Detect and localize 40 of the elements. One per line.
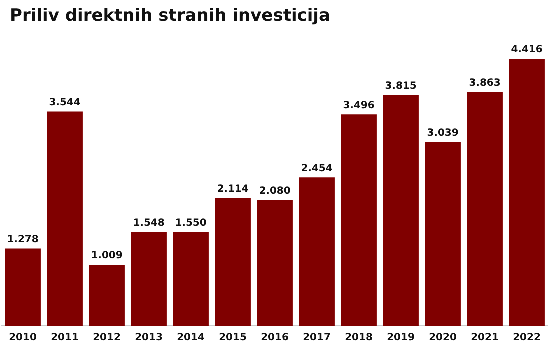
- data-label: 1.009: [91, 250, 123, 262]
- bar: [341, 114, 377, 326]
- bar: [173, 232, 209, 326]
- bar: [47, 112, 83, 326]
- bar: [299, 178, 335, 326]
- data-label: 2.080: [259, 186, 291, 197]
- data-label: 4.416: [511, 44, 543, 56]
- data-label: 3.815: [385, 81, 417, 92]
- data-label: 3.863: [469, 78, 501, 90]
- bar: [467, 92, 503, 326]
- x-tick-label: 2016: [261, 332, 289, 344]
- bar: [5, 248, 41, 326]
- x-tick-label: 2012: [93, 332, 121, 344]
- x-tick-label: 2021: [471, 332, 499, 344]
- data-label: 3.039: [427, 128, 459, 139]
- bar: [383, 95, 419, 326]
- data-label: 2.114: [217, 184, 249, 195]
- bar: [257, 200, 293, 326]
- data-label: 1.278: [7, 234, 39, 246]
- bar: [509, 59, 545, 326]
- x-tick-label: 2010: [9, 332, 37, 344]
- x-tick-label: 2020: [429, 332, 457, 344]
- x-tick-label: 2022: [513, 332, 541, 344]
- chart-title: Priliv direktnih stranih investicija: [10, 6, 330, 26]
- bar: [215, 198, 251, 326]
- x-tick-label: 2018: [345, 332, 373, 344]
- x-tick-label: 2015: [219, 332, 247, 344]
- data-label: 3.496: [343, 100, 375, 112]
- bar: [131, 232, 167, 326]
- x-tick-label: 2019: [387, 332, 415, 344]
- data-label: 1.550: [175, 218, 207, 229]
- x-tick-label: 2013: [135, 332, 163, 344]
- x-tick-label: 2017: [303, 332, 331, 344]
- data-label: 1.548: [133, 218, 165, 230]
- data-label: 3.544: [49, 97, 81, 108]
- data-label: 2.454: [301, 163, 333, 174]
- bar: [425, 142, 461, 326]
- x-tick-label: 2014: [177, 332, 205, 344]
- bar: [89, 265, 125, 326]
- x-tick-label: 2011: [51, 332, 79, 344]
